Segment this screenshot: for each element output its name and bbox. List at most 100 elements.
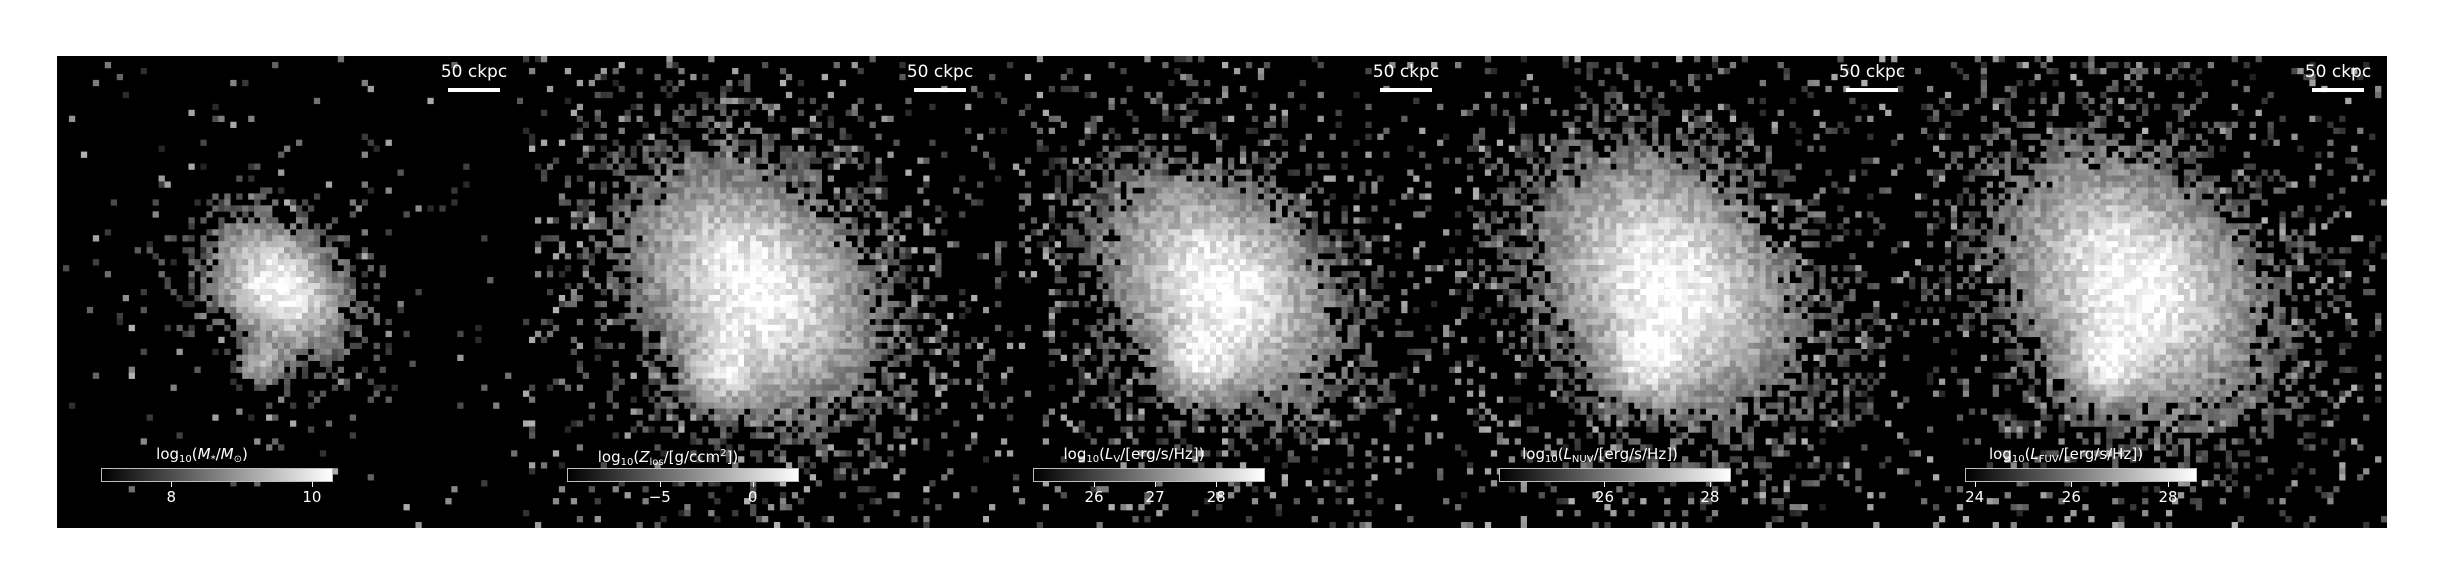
map-pixel [779, 336, 787, 344]
map-pixel [1222, 294, 1229, 302]
map-pixel [648, 133, 655, 140]
map-pixel [833, 253, 840, 260]
map-pixel [726, 283, 733, 290]
map-pixel [875, 396, 882, 403]
map-pixel [212, 283, 219, 290]
map-pixel [379, 384, 386, 391]
map-pixel [630, 193, 637, 200]
map-pixel [576, 175, 584, 182]
map-pixel [839, 474, 846, 481]
map-pixel [1180, 271, 1187, 278]
map-pixel [1150, 97, 1157, 105]
map-pixel [1299, 199, 1306, 206]
map-pixel [1413, 247, 1420, 254]
map-pixel [809, 259, 817, 266]
map-pixel [1257, 67, 1265, 75]
map-pixel [714, 372, 721, 379]
map-pixel [1114, 253, 1121, 260]
map-pixel [1156, 247, 1163, 254]
map-pixel [361, 312, 368, 320]
map-pixel [881, 378, 888, 385]
map-pixel [666, 175, 673, 182]
map-pixel [170, 289, 177, 296]
map-pixel [977, 253, 984, 260]
map-pixel [744, 498, 751, 505]
map-pixel [672, 402, 679, 409]
map-pixel [821, 151, 828, 158]
map-pixel [1192, 127, 1199, 134]
map-pixel [803, 175, 811, 182]
map-pixel [690, 265, 697, 272]
map-pixel [1114, 283, 1121, 290]
map-pixel [732, 229, 739, 236]
map-pixel [134, 247, 141, 254]
map-pixel [779, 181, 787, 188]
map-pixel [815, 133, 823, 140]
map-pixel [331, 235, 339, 242]
map-pixel [1006, 330, 1014, 338]
map-pixel [750, 486, 757, 493]
map-pixel [582, 211, 590, 218]
map-pixel [1341, 300, 1348, 308]
map-pixel [887, 342, 894, 350]
map-pixel [272, 336, 279, 344]
map-pixel [1251, 318, 1259, 326]
map-pixel [773, 336, 781, 344]
map-pixel [146, 247, 153, 254]
map-pixel [684, 330, 691, 338]
map-pixel [278, 366, 285, 373]
map-pixel [773, 199, 781, 206]
map-pixel [654, 342, 661, 350]
map-pixel [953, 360, 960, 367]
map-pixel [1186, 265, 1193, 272]
map-pixel [1204, 229, 1211, 236]
map-pixel [923, 223, 930, 230]
map-pixel [266, 312, 273, 320]
map-pixel [1192, 283, 1199, 290]
map-pixel [660, 85, 667, 93]
map-pixel [1395, 330, 1402, 338]
map-pixel [1168, 175, 1175, 182]
map-pixel [188, 300, 195, 308]
map-pixel [301, 223, 309, 230]
map-pixel [1269, 283, 1277, 290]
map-pixel [845, 157, 852, 164]
map-pixel [397, 169, 404, 176]
map-pixel [618, 312, 625, 320]
map-pixel [791, 271, 799, 278]
map-pixel [797, 253, 805, 260]
map-pixel [761, 103, 769, 111]
map-pixel [684, 378, 691, 385]
map-pixel [301, 336, 309, 344]
map-pixel [1132, 229, 1139, 236]
map-pixel [744, 277, 751, 284]
map-pixel [373, 283, 380, 290]
map-pixel [726, 163, 733, 170]
map-pixel [785, 504, 793, 511]
map-pixel [248, 175, 255, 182]
map-pixel [845, 277, 852, 284]
map-pixel [756, 217, 763, 224]
map-pixel [284, 384, 291, 391]
map-pixel [1162, 300, 1169, 308]
map-pixel [1054, 300, 1061, 308]
map-pixel [1168, 223, 1175, 230]
map-pixel [278, 312, 285, 320]
map-pixel [1299, 312, 1306, 320]
map-pixel [1227, 265, 1235, 272]
map-pixel [1257, 187, 1265, 194]
map-pixel [690, 390, 697, 397]
map-pixel [696, 241, 703, 248]
map-pixel [1084, 324, 1091, 332]
map-pixel [767, 193, 775, 200]
map-pixel [785, 169, 793, 176]
colorbar-label-part: / [215, 445, 221, 463]
map-pixel [1311, 265, 1318, 272]
map-pixel [702, 91, 709, 99]
map-pixel [1156, 205, 1163, 212]
map-pixel [68, 115, 76, 123]
map-pixel [1126, 312, 1133, 320]
map-pixel [254, 163, 261, 170]
map-pixel [815, 217, 823, 224]
map-pixel [1078, 289, 1085, 296]
